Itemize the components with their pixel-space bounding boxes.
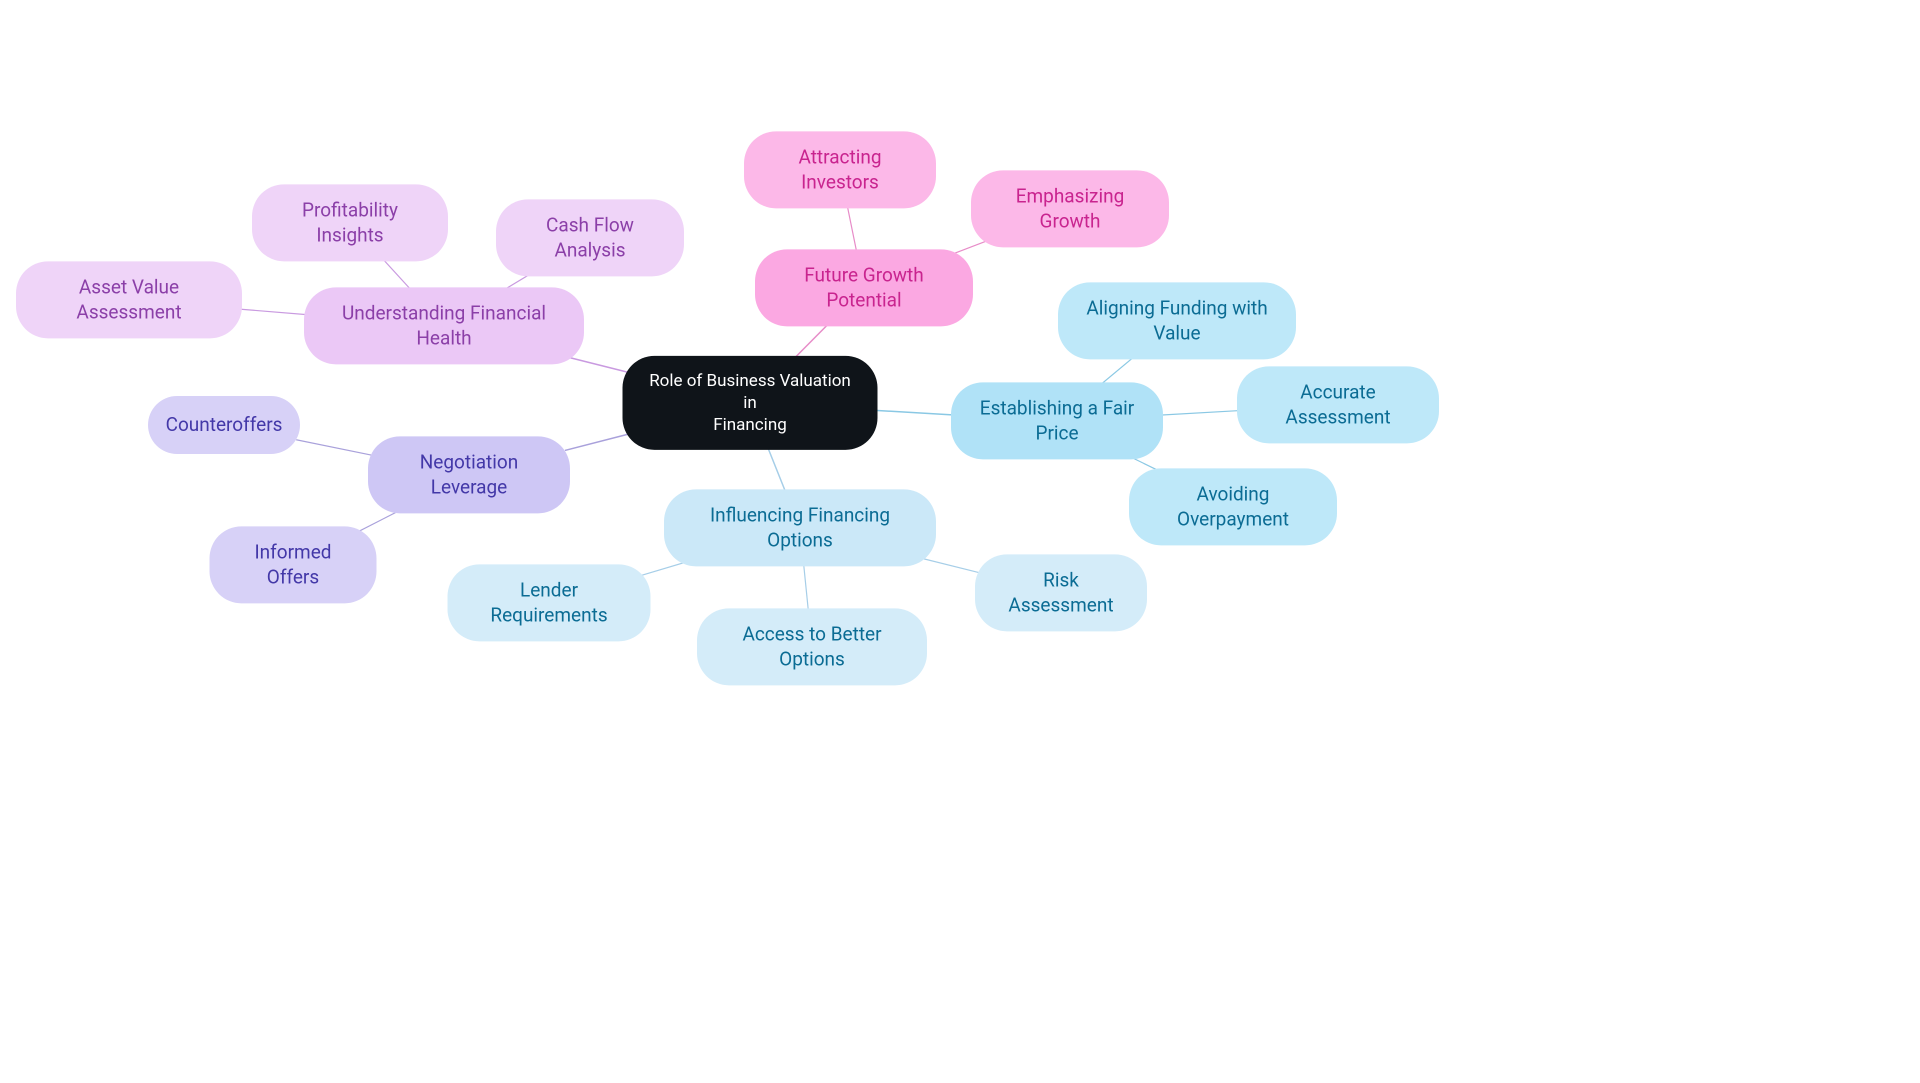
- node-emphasizing-growth: Emphasizing Growth: [971, 170, 1169, 247]
- node-future-growth: Future Growth Potential: [755, 249, 973, 326]
- node-asset-value-assessment: Asset Value Assessment: [16, 261, 242, 338]
- node-understanding-financial-health: Understanding Financial Health: [304, 287, 584, 364]
- node-accurate-assessment: Accurate Assessment: [1237, 366, 1439, 443]
- node-access-better-options: Access to Better Options: [697, 608, 927, 685]
- node-cash-flow-analysis: Cash Flow Analysis: [496, 199, 684, 276]
- node-influencing-financing: Influencing Financing Options: [664, 489, 936, 566]
- node-center: Role of Business Valuation in Financing: [623, 356, 878, 450]
- node-profitability-insights: Profitability Insights: [252, 184, 448, 261]
- node-fair-price: Establishing a Fair Price: [951, 382, 1163, 459]
- node-informed-offers: Informed Offers: [210, 526, 377, 603]
- node-attracting-investors: Attracting Investors: [744, 131, 936, 208]
- node-counteroffers: Counteroffers: [148, 396, 300, 454]
- node-aligning-funding: Aligning Funding with Value: [1058, 282, 1296, 359]
- node-risk-assessment: Risk Assessment: [975, 554, 1147, 631]
- node-avoiding-overpayment: Avoiding Overpayment: [1129, 468, 1337, 545]
- node-negotiation-leverage: Negotiation Leverage: [368, 436, 570, 513]
- node-lender-requirements: Lender Requirements: [448, 564, 651, 641]
